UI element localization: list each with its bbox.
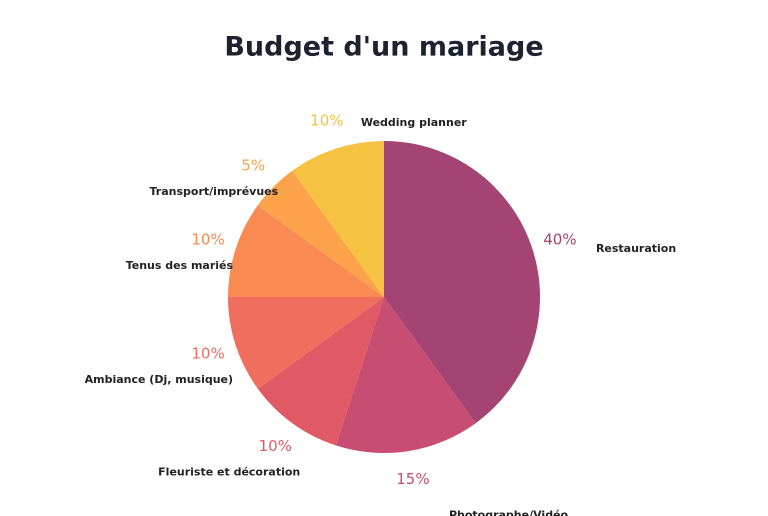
value-label: 40%	[543, 230, 576, 248]
value-label: 10%	[259, 437, 292, 455]
category-label: Ambiance (Dj, musique)	[85, 373, 233, 386]
category-label: Restauration	[596, 242, 676, 255]
pie-slice	[384, 141, 540, 424]
category-label: Fleuriste et décoration	[158, 466, 300, 479]
value-label: 5%	[241, 157, 265, 175]
value-label: 10%	[310, 112, 343, 130]
pie-slice	[228, 297, 384, 389]
pie-slice	[257, 170, 384, 297]
pie-slice	[228, 205, 384, 297]
category-label: Tenus des mariés	[126, 259, 234, 272]
pie-slice	[335, 297, 476, 453]
category-label: Wedding planner	[361, 116, 467, 129]
pie-slice	[292, 141, 384, 297]
value-label: 10%	[191, 345, 224, 363]
chart-title: Budget d'un mariage	[224, 32, 543, 63]
pie-slice	[257, 297, 384, 446]
value-label: 10%	[191, 230, 224, 248]
value-label: 15%	[396, 470, 429, 488]
category-label: Transport/imprévues	[150, 185, 279, 198]
category-label: Photographe/Vidéo	[449, 509, 569, 516]
